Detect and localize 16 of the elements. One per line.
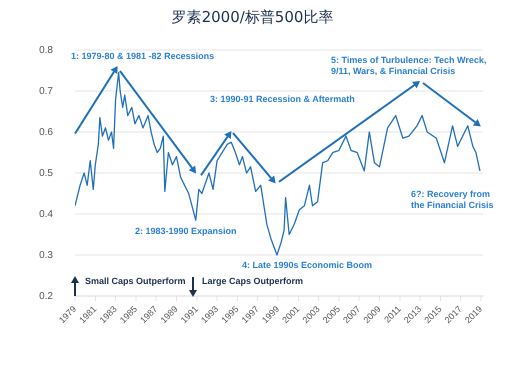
annotation: 1: 1979-80 & 1981 -82 Recessions: [71, 51, 214, 62]
y-tick-label: 0.4: [39, 208, 54, 220]
y-tick-label: 0.7: [39, 86, 54, 97]
annotation: 4: Late 1990s Economic Boom: [242, 260, 372, 271]
annotation: Large Caps Outperform: [202, 276, 304, 287]
annotation: 2: 1983-1990 Expansion: [135, 226, 237, 237]
y-tick-label: 0.8: [39, 44, 54, 56]
chart-title: 罗素2000/标普500比率: [170, 8, 334, 27]
y-tick-label: 0.3: [39, 250, 54, 261]
annotation: Small Caps Outperform: [85, 276, 186, 287]
annotation: 6?: Recovery from the Financial Crisis: [411, 189, 494, 211]
y-tick-label: 0.6: [39, 126, 54, 138]
annotation: 5: Times of Turbulence: Tech Wreck, 9/11, Wars, & Financial Crisis: [331, 55, 486, 77]
y-tick-label: 0.2: [39, 290, 54, 302]
y-tick-label: 0.5: [39, 168, 54, 179]
annotation: 3: 1990-91 Recession & Aftermath: [210, 94, 355, 105]
